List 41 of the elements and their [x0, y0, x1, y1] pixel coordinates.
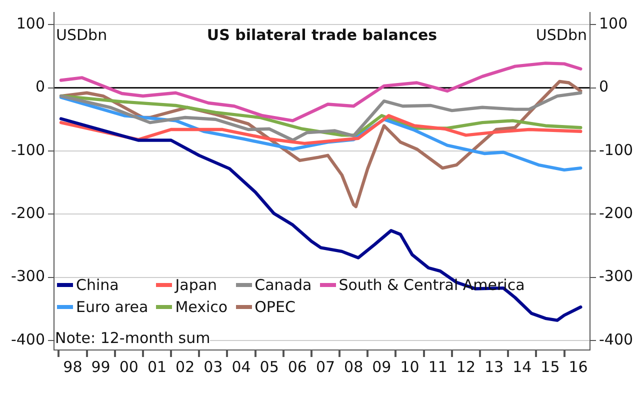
y2-tick-label: 0 — [599, 78, 609, 96]
x-tick-label: 16 — [568, 358, 588, 376]
annotation: Note: 12-month sum — [55, 329, 210, 347]
legend-label: China — [76, 276, 119, 294]
x-tick-label: 13 — [484, 358, 504, 376]
x-tick-label: 00 — [119, 358, 138, 376]
x-tick-label: 98 — [63, 358, 82, 376]
x-tick-label: 12 — [456, 358, 476, 376]
legend-label: OPEC — [254, 298, 296, 316]
x-tick-label: 15 — [540, 358, 560, 376]
y-tick-label: -400 — [10, 330, 45, 348]
y2-tick-label: -300 — [599, 267, 634, 286]
y-tick-label: -300 — [10, 267, 45, 286]
x-tick-label: 04 — [232, 358, 251, 376]
x-tick-label: 03 — [204, 358, 223, 376]
x-tick-label: 07 — [316, 358, 336, 376]
x-tick-label: 08 — [344, 358, 364, 376]
y2-tick-label: -100 — [599, 140, 634, 159]
x-tick-label: 01 — [147, 358, 167, 376]
y2-axis-title: USDbn — [536, 26, 587, 44]
y2-tick-label: 100 — [599, 14, 628, 33]
y-tick-label: 100 — [16, 14, 45, 33]
y2-tick-label: -200 — [599, 204, 634, 222]
x-tick-label: 05 — [260, 358, 279, 376]
text: US bilateral trade balances — [206, 26, 438, 44]
y-axis-title: USDbn — [56, 26, 108, 44]
y-tick-label: -200 — [10, 204, 45, 222]
y-tick-label: 0 — [35, 78, 45, 96]
legend-label: Mexico — [175, 298, 228, 316]
y2-tick-label: -400 — [599, 330, 634, 348]
x-tick-label: 14 — [512, 358, 532, 376]
legend-label: Japan — [175, 276, 218, 294]
legend-label: Canada — [254, 276, 312, 294]
x-tick-label: 99 — [91, 358, 110, 376]
x-tick-label: 10 — [400, 358, 420, 376]
x-tick-label: 09 — [372, 358, 392, 376]
x-tick-label: 06 — [288, 358, 307, 376]
x-tick-label: 11 — [428, 358, 448, 376]
x-tick-label: 02 — [176, 358, 195, 376]
y-tick-label: -100 — [10, 140, 45, 159]
legend-label: Euro area — [76, 298, 148, 316]
